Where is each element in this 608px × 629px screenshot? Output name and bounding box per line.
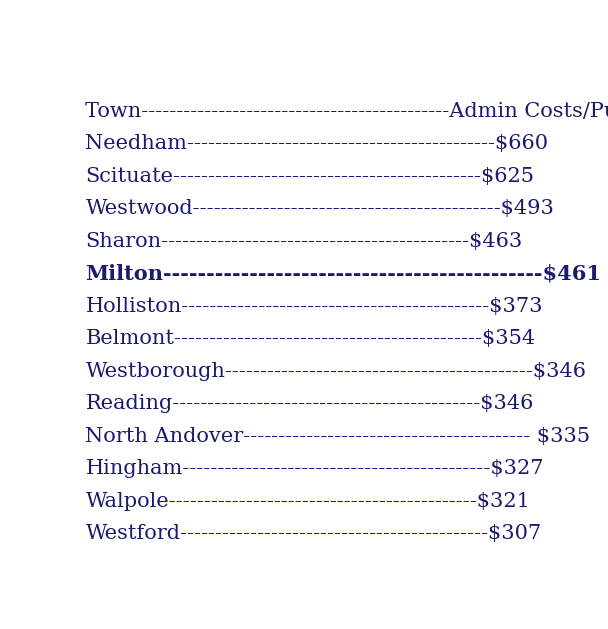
Text: Scituate--------------------------------------------$625: Scituate--------------------------------…: [85, 167, 534, 186]
Text: Reading--------------------------------------------$346: Reading---------------------------------…: [85, 394, 534, 413]
Text: Westborough--------------------------------------------$346: Westborough-----------------------------…: [85, 362, 587, 381]
Text: Needham--------------------------------------------$660: Needham---------------------------------…: [85, 134, 548, 153]
Text: Sharon--------------------------------------------$463: Sharon----------------------------------…: [85, 231, 523, 251]
Text: Hingham--------------------------------------------$327: Hingham---------------------------------…: [85, 459, 544, 478]
Text: North Andover----------------------------------------- $335: North Andover---------------------------…: [85, 427, 590, 446]
Text: Town--------------------------------------------Admin Costs/Pupil: Town------------------------------------…: [85, 102, 608, 121]
Text: Westford--------------------------------------------$307: Westford--------------------------------…: [85, 525, 542, 543]
Text: Milton--------------------------------------------$461: Milton----------------------------------…: [85, 264, 601, 284]
Text: Walpole--------------------------------------------$321: Walpole---------------------------------…: [85, 492, 530, 511]
Text: Holliston--------------------------------------------$373: Holliston-------------------------------…: [85, 297, 543, 316]
Text: Westwood--------------------------------------------$493: Westwood--------------------------------…: [85, 199, 554, 218]
Text: Belmont--------------------------------------------$354: Belmont---------------------------------…: [85, 329, 536, 348]
